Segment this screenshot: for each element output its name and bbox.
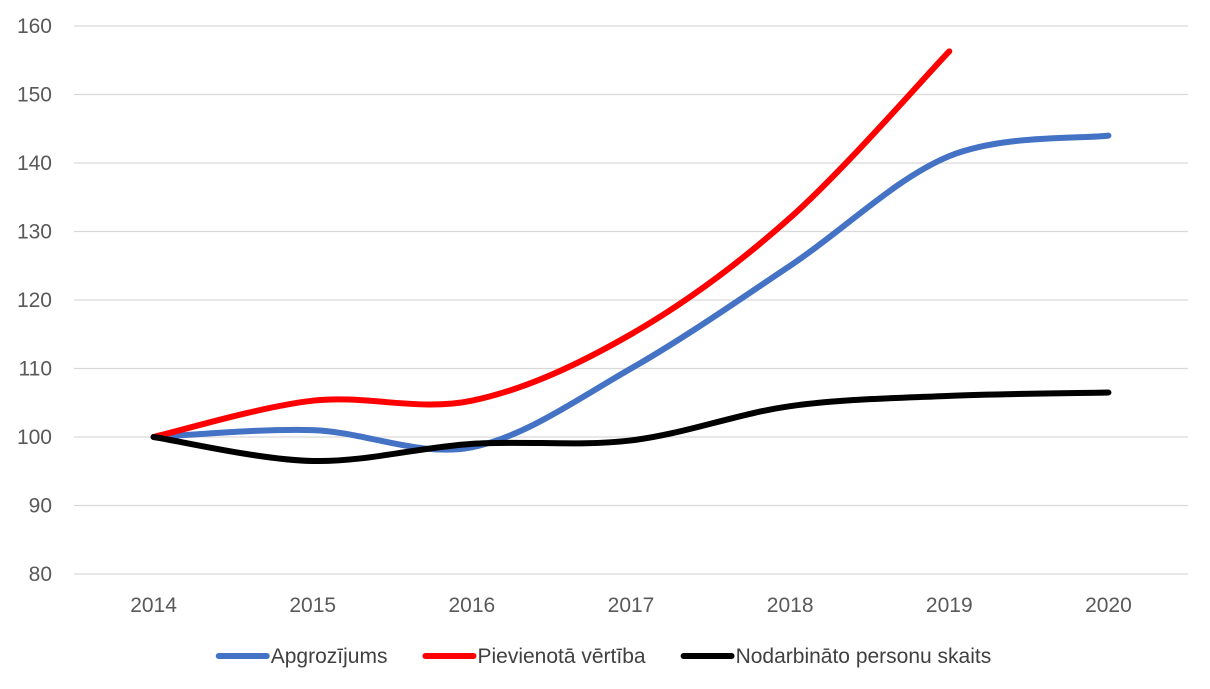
y-tick-label: 120	[17, 289, 52, 312]
legend-item-nodarbinato-personu-skaits: Nodarbināto personu skaits	[680, 645, 992, 668]
x-tick-label: 2016	[448, 594, 495, 617]
x-tick-label: 2015	[289, 594, 336, 617]
gridlines	[74, 25, 1188, 575]
y-tick-label: 130	[17, 221, 52, 244]
series-line-pievienota-vertiba	[150, 48, 953, 440]
series-line-nodarbinato-personu-skaits	[150, 389, 1112, 464]
x-tick-label: 2020	[1085, 594, 1132, 617]
y-tick-label: 100	[17, 426, 52, 449]
x-tick-label: 2018	[767, 594, 814, 617]
series-lines	[150, 48, 1112, 464]
x-axis: 2014 2015 2016 2017 2018 2019 2020	[130, 594, 1132, 617]
y-tick-label: 150	[17, 84, 52, 107]
series-line-apgrozijums	[150, 132, 1112, 453]
y-tick-label: 140	[17, 152, 52, 175]
legend-item-apgrozijums: Apgrozījums	[215, 645, 388, 668]
y-tick-label: 90	[29, 495, 52, 518]
y-tick-label: 80	[29, 563, 52, 586]
x-tick-label: 2014	[130, 594, 177, 617]
legend-item-pievienota-vertiba: Pievienotā vērtība	[422, 645, 646, 668]
legend: Apgrozījums Pievienotā vērtība Nodarbināto…	[215, 645, 992, 668]
y-axis: 80 90 100 110 120 130 140 150 160	[17, 15, 52, 586]
y-tick-label: 110	[19, 358, 52, 381]
legend-label: Pievienotā vērtība	[477, 645, 645, 668]
x-tick-label: 2017	[608, 594, 655, 617]
x-tick-label: 2019	[926, 594, 973, 617]
y-tick-label: 160	[17, 15, 52, 38]
legend-label: Nodarbināto personu skaits	[736, 645, 992, 668]
legend-label: Apgrozījums	[271, 645, 388, 668]
